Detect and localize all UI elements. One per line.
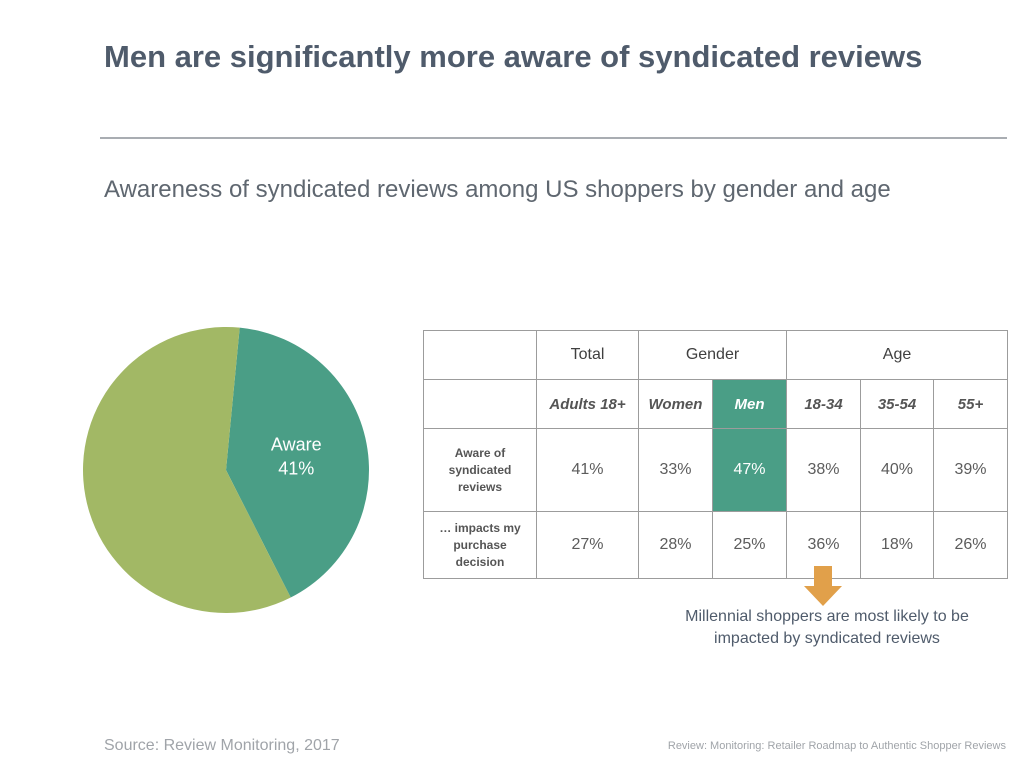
page-title: Men are significantly more aware of synd… [104,39,923,74]
column-header-adults: Adults 18+ [536,379,639,429]
table-corner-cell [423,330,537,380]
table-row: Aware of syndicated reviews 41% 33% 47% … [423,428,1009,512]
group-header-total: Total [536,330,639,380]
column-header-18-34: 18-34 [786,379,861,429]
group-header-gender: Gender [638,330,787,380]
column-header-men: Men [712,379,787,429]
pie-slice-label: Aware [271,435,322,455]
table-row: … impacts my purchase decision 27% 28% 2… [423,511,1009,579]
table-cell-highlighted: 47% [712,428,787,512]
credit-note: Review: Monitoring: Retailer Roadmap to … [667,740,1006,752]
group-header-age: Age [785,330,1009,380]
column-header-women: Women [638,379,713,429]
pie-slice-aware [226,327,370,598]
down-arrow-icon [804,566,842,606]
table-group-header-row: Total Gender Age [423,330,1009,380]
source-note: Source: Review Monitoring, 2017 [104,737,340,754]
table-cell: 28% [638,511,713,579]
awareness-table: Total Gender Age Adults 18+ Women Men 18… [423,330,1009,579]
row-label-impacts: … impacts my purchase decision [423,511,537,579]
chart-subtitle: Awareness of syndicated reviews among US… [104,176,891,203]
pie-slice-value-label: 41% [278,459,314,479]
callout-note: Millennial shoppers are most likely to b… [685,608,969,647]
table-column-header-row: Adults 18+ Women Men 18-34 35-54 55+ [423,379,1009,429]
pie-slice-not-aware [82,327,291,613]
table-cell: 26% [932,511,1009,579]
column-header-35-54: 35-54 [860,379,934,429]
table-cell: 27% [536,511,639,579]
table-cell: 39% [932,428,1009,512]
table-cell: 40% [860,428,934,512]
awareness-pie-chart: Aware 41% [82,327,370,613]
table-cell: 38% [786,428,861,512]
table-cell: 41% [536,428,639,512]
table-blank-cell [423,379,537,429]
row-label-aware: Aware of syndicated reviews [423,428,537,512]
table-cell: 18% [860,511,934,579]
title-divider [100,137,1007,139]
column-header-55-plus: 55+ [932,379,1009,429]
table-cell: 25% [712,511,787,579]
table-cell: 33% [638,428,713,512]
